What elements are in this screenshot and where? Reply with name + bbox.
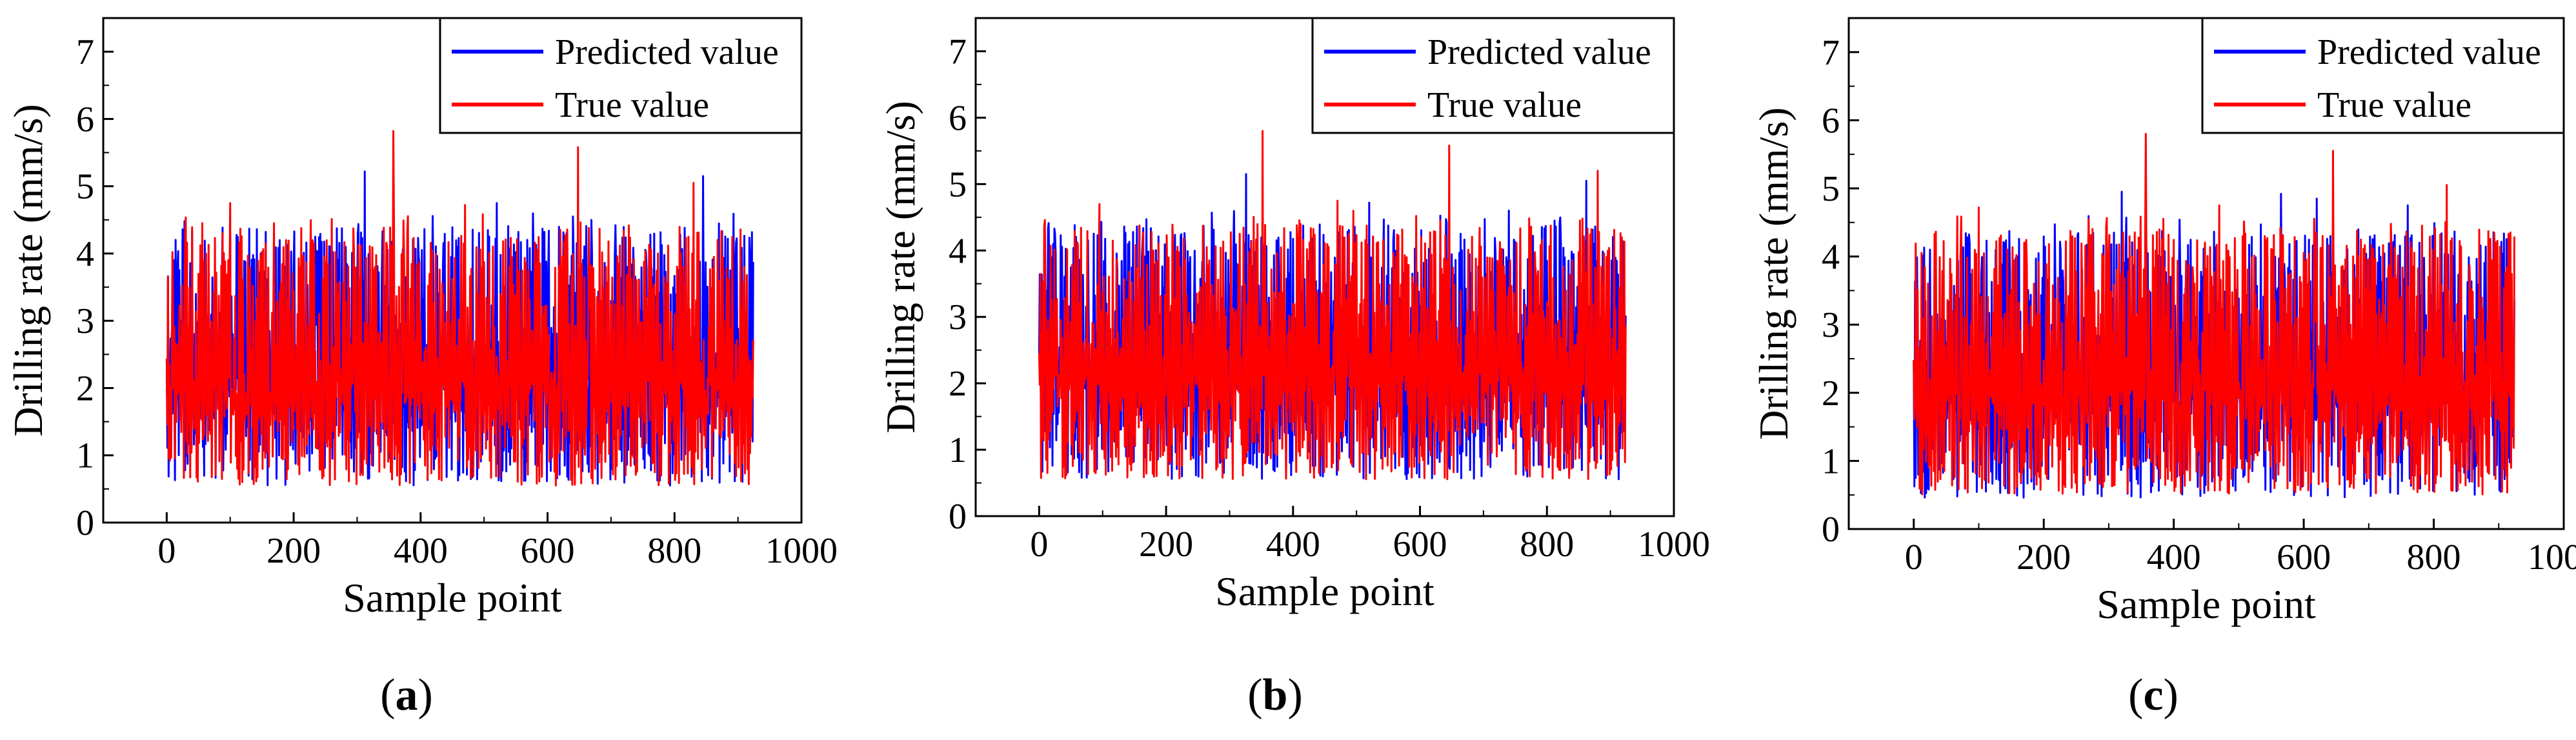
x-axis-label: Sample point xyxy=(1215,568,1434,614)
x-tick-label: 600 xyxy=(521,531,575,571)
chart-panel-c: 0 1 2 3 4 5 6 7 0 200 400 600 800 1000 Sample point Dri… xyxy=(1751,17,2576,720)
x-tick-label: 0 xyxy=(157,531,176,571)
y-tick-label: 0 xyxy=(949,497,967,537)
x-axis-label: Sample point xyxy=(343,575,562,621)
legend-entry-true: True value xyxy=(555,85,709,125)
y-tick-label: 3 xyxy=(949,297,967,337)
y-tick-label: 1 xyxy=(949,430,967,470)
legend-entry-true: True value xyxy=(1427,85,1582,125)
x-tick-label: 800 xyxy=(647,531,701,571)
legend-entry-predicted: Predicted value xyxy=(1427,32,1651,72)
legend-entry-predicted: Predicted value xyxy=(555,32,779,72)
panel-caption-c: (c) xyxy=(2128,670,2179,720)
x-tick-label: 400 xyxy=(394,531,448,571)
x-tick-label: 400 xyxy=(1266,525,1320,565)
y-tick-label: 0 xyxy=(1822,510,1840,550)
y-axis-label: Drilling rate (mm/s) xyxy=(878,101,923,433)
y-tick-label: 2 xyxy=(76,368,94,408)
panel-caption-b: (b) xyxy=(1247,670,1303,720)
y-tick-label: 1 xyxy=(1822,441,1840,481)
panel-caption-a: (a) xyxy=(380,670,433,720)
y-tick-label: 6 xyxy=(1822,101,1840,141)
x-tick-label: 200 xyxy=(1139,525,1193,565)
x-tick-label: 1000 xyxy=(765,531,838,571)
chart-panel-b: 0 1 2 3 4 5 6 7 0 200 400 600 800 1000 Sample point Dri… xyxy=(878,17,1710,720)
x-tick-label: 800 xyxy=(1520,525,1574,565)
x-tick-label: 1000 xyxy=(2528,537,2576,577)
y-axis-label: Drilling rate (mm/s) xyxy=(1751,107,1796,439)
y-tick-label: 4 xyxy=(76,234,94,274)
legend-entry-true: True value xyxy=(2317,85,2471,125)
y-tick-label: 5 xyxy=(1822,169,1840,209)
y-tick-label: 6 xyxy=(76,99,94,139)
x-tick-label: 600 xyxy=(1393,525,1447,565)
x-tick-label: 600 xyxy=(2277,537,2331,577)
series-line-true-c xyxy=(1913,133,2515,495)
x-tick-label: 0 xyxy=(1030,525,1048,565)
x-tick-label: 0 xyxy=(1905,537,1923,577)
y-tick-label: 7 xyxy=(949,32,967,72)
y-tick-label: 3 xyxy=(76,301,94,341)
y-tick-label: 4 xyxy=(1822,237,1840,277)
y-tick-label: 6 xyxy=(949,98,967,138)
x-tick-label: 800 xyxy=(2407,537,2461,577)
series-line-true-a xyxy=(165,130,754,486)
series-line-true-b xyxy=(1038,130,1627,481)
chart-panel-a: 0 1 2 3 4 5 6 7 0 200 400 600 800 1000 Sample point Dri… xyxy=(5,17,838,720)
y-tick-label: 7 xyxy=(76,32,94,72)
y-tick-label: 4 xyxy=(949,231,967,271)
y-axis-label: Drilling rate (mm/s) xyxy=(5,104,51,436)
x-tick-label: 200 xyxy=(267,531,321,571)
legend-box-b xyxy=(1311,17,1675,134)
series-line-predicted-b xyxy=(1038,173,1627,481)
x-tick-label: 400 xyxy=(2147,537,2201,577)
y-tick-label: 3 xyxy=(1822,305,1840,345)
y-tick-label: 5 xyxy=(949,165,967,205)
x-tick-label: 1000 xyxy=(1638,525,1710,565)
x-axis-label: Sample point xyxy=(2097,581,2316,627)
y-tick-label: 2 xyxy=(949,364,967,404)
legend-entry-predicted: Predicted value xyxy=(2317,32,2541,72)
y-tick-label: 0 xyxy=(76,503,94,543)
x-tick-label: 200 xyxy=(2017,537,2071,577)
y-tick-label: 2 xyxy=(1822,374,1840,414)
y-tick-label: 1 xyxy=(76,436,94,476)
legend-box-a xyxy=(439,17,803,134)
y-tick-label: 7 xyxy=(1822,33,1840,73)
y-tick-label: 5 xyxy=(76,167,94,207)
legend-box-c xyxy=(2201,17,2565,134)
